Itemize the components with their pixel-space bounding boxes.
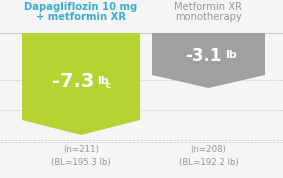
Text: -7.3: -7.3 (52, 72, 94, 91)
Text: -3.1: -3.1 (185, 47, 222, 65)
Text: Metformin XR: Metformin XR (175, 2, 243, 12)
Polygon shape (152, 33, 265, 88)
Text: monotherapy: monotherapy (175, 12, 242, 22)
Text: lb: lb (226, 50, 237, 60)
Text: (n=211)
(BL=195.3 lb): (n=211) (BL=195.3 lb) (51, 145, 111, 166)
Text: + metformin XR: + metformin XR (36, 12, 126, 22)
Text: c: c (106, 81, 111, 90)
Polygon shape (22, 33, 140, 135)
Text: Dapagliflozin 10 mg: Dapagliflozin 10 mg (24, 2, 138, 12)
Text: lb: lb (97, 75, 109, 85)
Text: (n=208)
(BL=192.2 lb): (n=208) (BL=192.2 lb) (179, 145, 238, 166)
